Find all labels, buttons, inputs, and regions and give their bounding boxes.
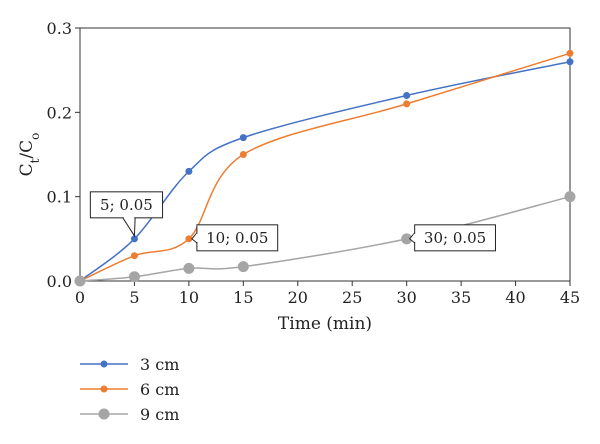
legend-marker — [100, 385, 108, 393]
data-point — [566, 49, 574, 57]
callout-label: 5; 0.05 — [100, 196, 153, 214]
data-point — [183, 262, 195, 274]
callout-label: 10; 0.05 — [206, 229, 268, 247]
data-point — [130, 252, 138, 260]
data-point — [237, 261, 249, 273]
plot-area-border — [79, 27, 571, 282]
data-point — [403, 100, 411, 108]
data-point — [185, 167, 193, 175]
data-point — [128, 271, 140, 283]
y-tick-label: 0.3 — [47, 19, 72, 38]
callout-pointer — [122, 217, 136, 238]
series-line — [79, 60, 571, 282]
data-point — [564, 191, 576, 203]
callout-pointer — [191, 232, 198, 244]
y-axis-ticks: 0.0 0.1 0.2 0.3 — [47, 19, 80, 291]
data-point — [566, 58, 574, 66]
legend: 3 cm 6 cm 9 cm — [80, 355, 179, 424]
series-layer — [74, 49, 576, 287]
callout: 5; 0.05 — [89, 191, 164, 238]
x-tick-label: 5 — [129, 288, 139, 307]
callout-label: 30; 0.05 — [424, 229, 486, 247]
y-tick-label: 0.0 — [47, 272, 72, 291]
x-tick-label: 20 — [288, 288, 308, 307]
series-line — [79, 52, 571, 282]
plot-frame — [79, 27, 571, 282]
x-tick-label: 10 — [179, 288, 199, 307]
y-axis-title-sub1: t — [28, 158, 42, 163]
legend-label: 9 cm — [140, 405, 179, 424]
x-tick-label: 0 — [75, 288, 85, 307]
annotation-layer: 5; 0.05 10; 0.05 30; 0.05 — [89, 191, 496, 252]
x-tick-label: 35 — [451, 288, 471, 307]
y-axis-title: Ct/Co — [17, 133, 42, 177]
callout-box — [89, 191, 164, 219]
series-1 — [76, 58, 574, 285]
legend-marker — [98, 408, 110, 420]
callout: 10; 0.05 — [191, 224, 279, 252]
y-tick-label: 0.1 — [47, 188, 72, 207]
data-point — [130, 235, 138, 243]
data-point — [239, 134, 247, 142]
x-axis-title: Time (min) — [278, 314, 372, 334]
legend-label: 6 cm — [140, 380, 179, 399]
callout: 30; 0.05 — [408, 224, 496, 252]
legend-item: 9 cm — [80, 405, 179, 424]
x-axis-ticks: 0 5 10 15 20 25 30 35 40 45 — [75, 281, 580, 307]
data-point — [401, 233, 413, 245]
y-axis-title-main: C — [17, 163, 37, 176]
legend-marker — [100, 360, 108, 368]
callout-box — [196, 224, 279, 252]
y-axis-title-mid: /C — [17, 140, 37, 159]
x-tick-label: 40 — [505, 288, 525, 307]
legend-item: 3 cm — [80, 355, 179, 374]
series-2 — [76, 49, 574, 285]
data-point — [74, 275, 86, 287]
y-axis-title-sub2: o — [28, 133, 42, 140]
data-point — [403, 91, 411, 99]
x-tick-label: 45 — [560, 288, 580, 307]
x-tick-label: 15 — [233, 288, 253, 307]
legend-label: 3 cm — [140, 355, 179, 374]
legend-item: 6 cm — [80, 380, 179, 399]
data-point — [185, 235, 193, 243]
data-point — [239, 151, 247, 158]
y-tick-label: 0.2 — [47, 103, 72, 122]
callout-pointer — [408, 232, 416, 244]
x-tick-label: 30 — [396, 288, 416, 307]
x-tick-label: 25 — [342, 288, 362, 307]
